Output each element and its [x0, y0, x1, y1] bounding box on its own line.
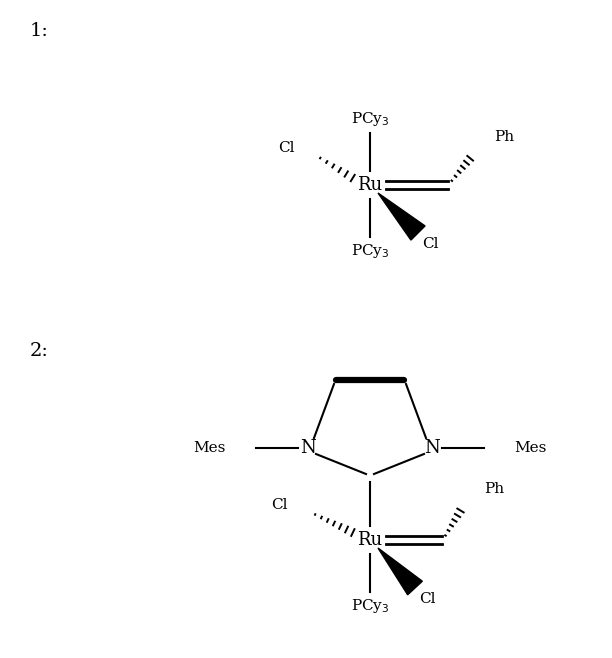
Text: Mes: Mes	[514, 441, 547, 455]
Polygon shape	[378, 193, 425, 240]
Text: PCy$_3$: PCy$_3$	[351, 597, 389, 615]
Text: N: N	[424, 439, 440, 457]
Text: Ru: Ru	[357, 176, 382, 194]
Polygon shape	[378, 548, 422, 595]
Text: Cl: Cl	[272, 498, 288, 512]
Text: Cl: Cl	[422, 237, 439, 251]
Text: 1:: 1:	[30, 22, 49, 40]
Text: Cl: Cl	[419, 592, 436, 606]
Text: Ph: Ph	[484, 482, 504, 496]
Text: N: N	[300, 439, 316, 457]
Text: Ph: Ph	[494, 130, 514, 144]
Text: Ru: Ru	[357, 531, 382, 549]
Text: 2:: 2:	[30, 342, 49, 360]
Text: Mes: Mes	[193, 441, 226, 455]
Text: PCy$_3$: PCy$_3$	[351, 110, 389, 128]
Text: Cl: Cl	[278, 141, 295, 155]
Text: PCy$_3$: PCy$_3$	[351, 242, 389, 260]
